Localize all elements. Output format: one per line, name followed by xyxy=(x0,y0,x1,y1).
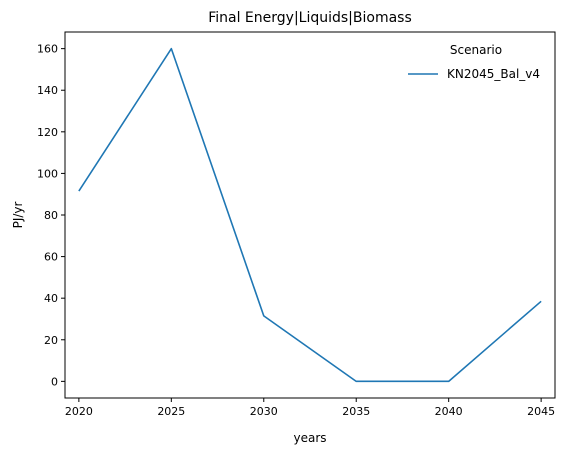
x-axis: 2020 2025 2030 2035 2040 2045 xyxy=(65,398,555,418)
x-tick-label: 2030 xyxy=(250,405,278,418)
y-tick-label: 140 xyxy=(37,84,58,97)
series-layer xyxy=(78,47,542,383)
y-tick-label: 60 xyxy=(44,251,58,264)
y-tick-label: 0 xyxy=(51,375,58,388)
y-tick-label: 160 xyxy=(37,43,58,56)
x-axis-label: years xyxy=(293,431,326,445)
legend-title: Scenario xyxy=(450,43,502,57)
y-tick-label: 20 xyxy=(44,334,58,347)
y-axis-label: PJ/yr xyxy=(11,202,25,229)
x-tick-label: 2040 xyxy=(435,405,463,418)
series-line xyxy=(78,47,542,383)
x-tick-label: 2020 xyxy=(65,405,93,418)
y-tick-label: 120 xyxy=(37,126,58,139)
x-tick-label: 2045 xyxy=(527,405,555,418)
x-tick-label: 2025 xyxy=(157,405,185,418)
legend-entry-label: KN2045_Bal_v4 xyxy=(447,67,540,81)
legend: Scenario KN2045_Bal_v4 xyxy=(408,43,540,81)
plot-area xyxy=(64,31,556,399)
chart-title: Final Energy|Liquids|Biomass xyxy=(208,10,412,26)
y-tick-label: 40 xyxy=(44,292,58,305)
y-tick-label: 80 xyxy=(44,209,58,222)
x-tick-label: 2035 xyxy=(342,405,370,418)
y-axis: 0 20 40 60 80 100 120 140 160 xyxy=(37,43,65,388)
y-tick-label: 100 xyxy=(37,167,58,180)
